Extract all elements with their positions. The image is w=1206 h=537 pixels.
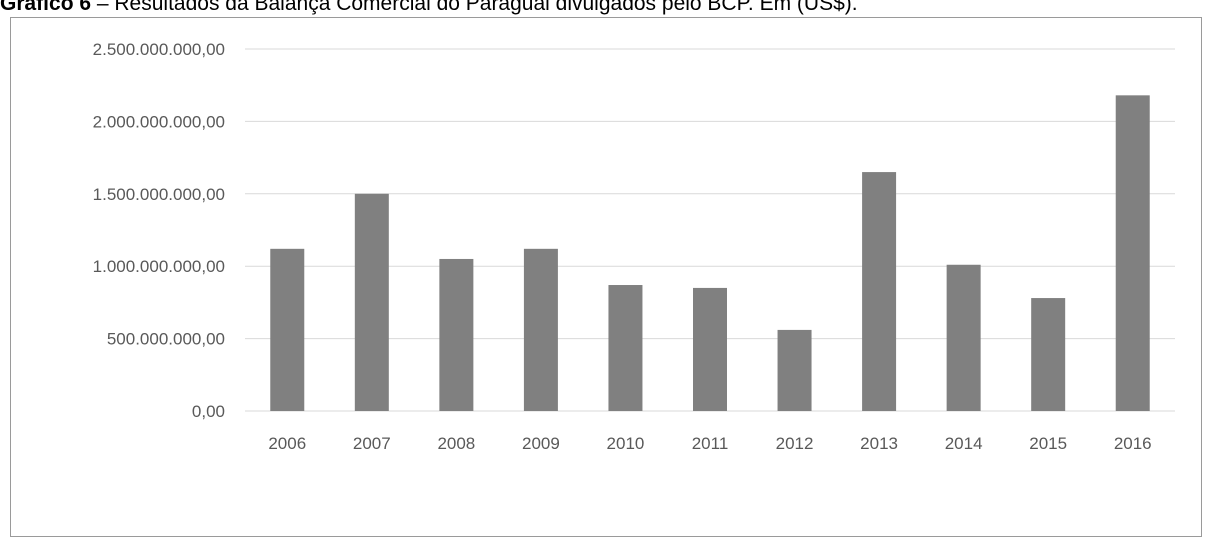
caption-text: – Resultados da Balança Comercial do Par… [91,0,858,15]
x-tick-label: 2014 [945,434,983,453]
x-tick-label: 2010 [607,434,645,453]
bar-2010 [608,285,643,411]
y-tick-label: 1.000.000.000,00 [93,257,225,276]
bar-2009 [523,248,558,411]
x-tick-label: 2011 [692,434,729,453]
x-tick-label: 2013 [860,434,898,453]
bar-2015 [1031,298,1066,411]
bar-2012 [777,329,812,411]
bar-2013 [862,172,897,411]
x-tick-label: 2015 [1029,434,1067,453]
bar-2007 [354,193,389,411]
x-tick-label: 2007 [353,434,391,453]
y-tick-label: 500.000.000,00 [107,330,225,349]
figure-caption: Gráfico 6 – Resultados da Balança Comerc… [0,0,1206,17]
x-tick-label: 2008 [437,434,475,453]
x-tick-label: 2012 [776,434,814,453]
bar-2006 [270,248,305,411]
x-tick-label: 2009 [522,434,560,453]
y-tick-label: 2.000.000.000,00 [93,112,225,131]
bar-chart: 0,00 500.000.000,00 1.000.000.000,00 1.500.… [93,40,1175,453]
x-tick-label: 2006 [268,434,306,453]
bar-2011 [693,287,727,411]
y-tick-label: 1.500.000.000,00 [93,185,225,204]
bar-2014 [946,264,981,411]
chart-frame: 0,00 500.000.000,00 1.000.000.000,00 1.500.… [10,17,1202,537]
bar-2016 [1115,95,1150,411]
caption-label: Gráfico 6 [0,0,92,15]
bar-2008 [439,258,474,411]
y-tick-label: 2.500.000.000,00 [93,40,225,59]
x-tick-label: 2016 [1114,434,1152,453]
y-tick-label: 0,00 [192,402,225,421]
